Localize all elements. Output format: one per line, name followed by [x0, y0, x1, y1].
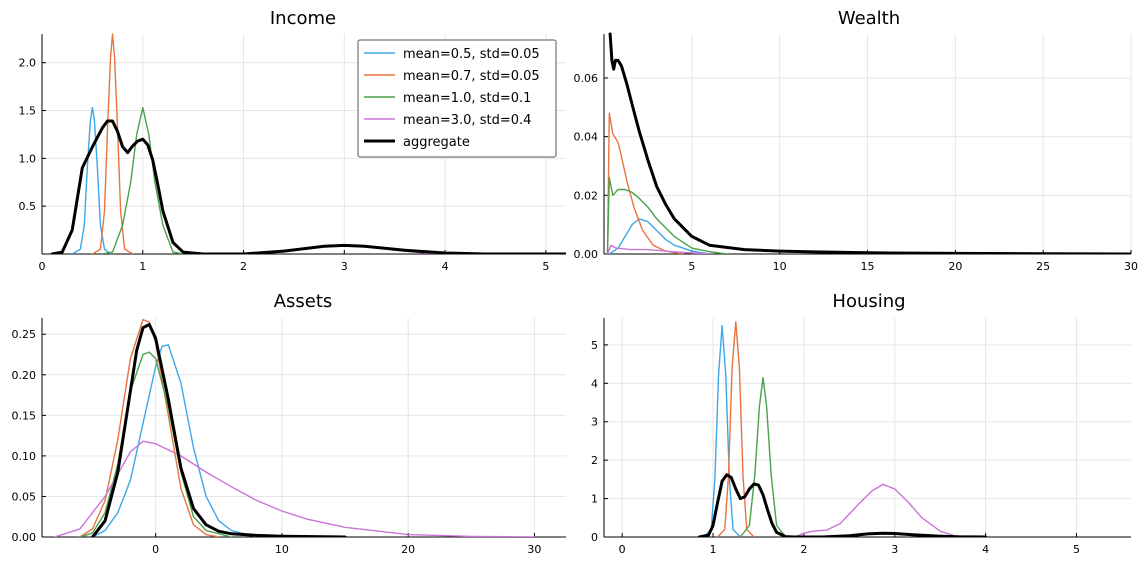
housing-title: Housing: [832, 291, 905, 312]
housing-ytick-label: 1: [591, 493, 598, 506]
assets-series-aggregate: [91, 323, 347, 537]
housing-series-mean-0-5-std-0-05: [703, 325, 741, 537]
housing-panel: Housing 0 1 2 3 4 5 0 1 2 3 4 5: [591, 291, 1131, 556]
income-series-group: [50, 33, 566, 254]
housing-xtick-label: 3: [891, 543, 898, 556]
housing-series-mean-1-0-std-0-1: [739, 376, 787, 537]
assets-xtick-label: 30: [527, 543, 541, 556]
assets-series-mean-1-0-std-0-1: [79, 351, 233, 537]
housing-series-mean-0-7-std-0-05: [716, 321, 755, 537]
legend-label-4: mean=3.0, std=0.4: [403, 113, 531, 128]
legend-item-3: mean=1.0, std=0.1: [364, 91, 531, 106]
assets-ytick-label: 0.15: [12, 409, 37, 422]
income-xtick-label: 0: [39, 260, 46, 273]
housing-series-group: [697, 321, 988, 537]
wealth-ytick-label: 0.06: [574, 72, 599, 85]
wealth-series-aggregate: [608, 32, 1131, 254]
legend-item-5: aggregate: [364, 135, 470, 150]
income-series-mean-0-5-std-0-05: [71, 107, 112, 254]
wealth-xtick-label: 20: [948, 260, 962, 273]
wealth-panel: Wealth 5 10 15 20 25 30 0.00 0.02 0.04 0.06: [574, 8, 1139, 273]
income-series-mean-1-0-std-0-1: [101, 107, 184, 254]
assets-series-mean-0-5-std-0-05: [91, 344, 258, 537]
legend-box: [357, 39, 557, 158]
legend-label-3: mean=1.0, std=0.1: [403, 91, 531, 106]
assets-ytick-label: 0.00: [12, 531, 37, 544]
wealth-xtick-label: 15: [861, 260, 875, 273]
housing-series-mean-3-0-std-0-4: [794, 483, 960, 537]
income-ytick-label: 0.5: [19, 200, 37, 213]
income-series-mean-0-7-std-0-05: [91, 33, 134, 254]
legend-label-1: mean=0.5, std=0.05: [403, 47, 540, 62]
income-xtick-label: 1: [139, 260, 146, 273]
assets-ytick-label: 0.25: [12, 328, 37, 341]
legend-item-2: mean=0.7, std=0.05: [364, 69, 540, 84]
income-ytick-label: 1.5: [19, 105, 37, 118]
wealth-xtick-label: 5: [688, 260, 695, 273]
wealth-series-group: [606, 32, 1131, 254]
wealth-series-mean-0-5-std-0-05: [608, 218, 711, 254]
income-xtick-label: 4: [442, 260, 449, 273]
income-panel: Income 0 1 2 3 4 5 0.5 1.0 1.5 2.0: [19, 8, 566, 273]
housing-xtick-label: 5: [1073, 543, 1080, 556]
housing-grid: [604, 318, 1131, 538]
income-xtick-label: 5: [542, 260, 549, 273]
income-series-aggregate: [50, 119, 566, 254]
income-ytick-label: 2.0: [19, 57, 37, 70]
legend: mean=0.5, std=0.05 mean=0.7, std=0.05 me…: [357, 39, 557, 158]
housing-series-aggregate: [697, 473, 988, 537]
assets-xtick-label: 10: [275, 543, 289, 556]
income-ytick-label: 1.0: [19, 152, 37, 165]
wealth-series-mean-0-7-std-0-05: [606, 112, 684, 254]
wealth-ytick-label: 0.00: [574, 248, 599, 261]
assets-ytick-label: 0.05: [12, 490, 37, 503]
legend-label-5: aggregate: [403, 135, 470, 150]
legend-label-2: mean=0.7, std=0.05: [403, 69, 540, 84]
housing-xtick-label: 0: [619, 543, 626, 556]
wealth-series-mean-3-0-std-0-4: [606, 244, 711, 254]
assets-xtick-label: 0: [152, 543, 159, 556]
wealth-title: Wealth: [838, 8, 900, 29]
wealth-grid: [604, 34, 1132, 255]
housing-xtick-label: 2: [800, 543, 807, 556]
housing-ytick-label: 5: [591, 339, 598, 352]
housing-ytick-label: 0: [591, 531, 598, 544]
assets-series-mean-0-7-std-0-05: [79, 318, 220, 537]
housing-xtick-label: 4: [982, 543, 989, 556]
income-title: Income: [270, 8, 336, 29]
housing-ytick-label: 4: [591, 377, 598, 390]
wealth-xtick-label: 30: [1124, 260, 1138, 273]
assets-ytick-label: 0.10: [12, 450, 37, 463]
housing-xtick-label: 1: [710, 543, 717, 556]
income-xtick-label: 3: [341, 260, 348, 273]
assets-title: Assets: [274, 291, 333, 312]
wealth-xtick-label: 10: [773, 260, 787, 273]
assets-xtick-label: 20: [401, 543, 415, 556]
legend-item-4: mean=3.0, std=0.4: [364, 113, 531, 128]
housing-ytick-label: 3: [591, 416, 598, 429]
assets-ytick-label: 0.20: [12, 369, 37, 382]
legend-item-1: mean=0.5, std=0.05: [364, 47, 540, 62]
wealth-series-mean-1-0-std-0-1: [606, 177, 728, 254]
assets-series-group: [53, 318, 536, 537]
assets-panel: Assets 0 10 20 30 0.00 0.05 0.10 0.15 0.20 0.25: [12, 291, 566, 556]
housing-ytick-label: 2: [591, 454, 598, 467]
income-xtick-label: 2: [240, 260, 247, 273]
wealth-xtick-label: 25: [1036, 260, 1050, 273]
wealth-ytick-label: 0.02: [574, 189, 599, 202]
wealth-ytick-label: 0.04: [574, 131, 599, 144]
